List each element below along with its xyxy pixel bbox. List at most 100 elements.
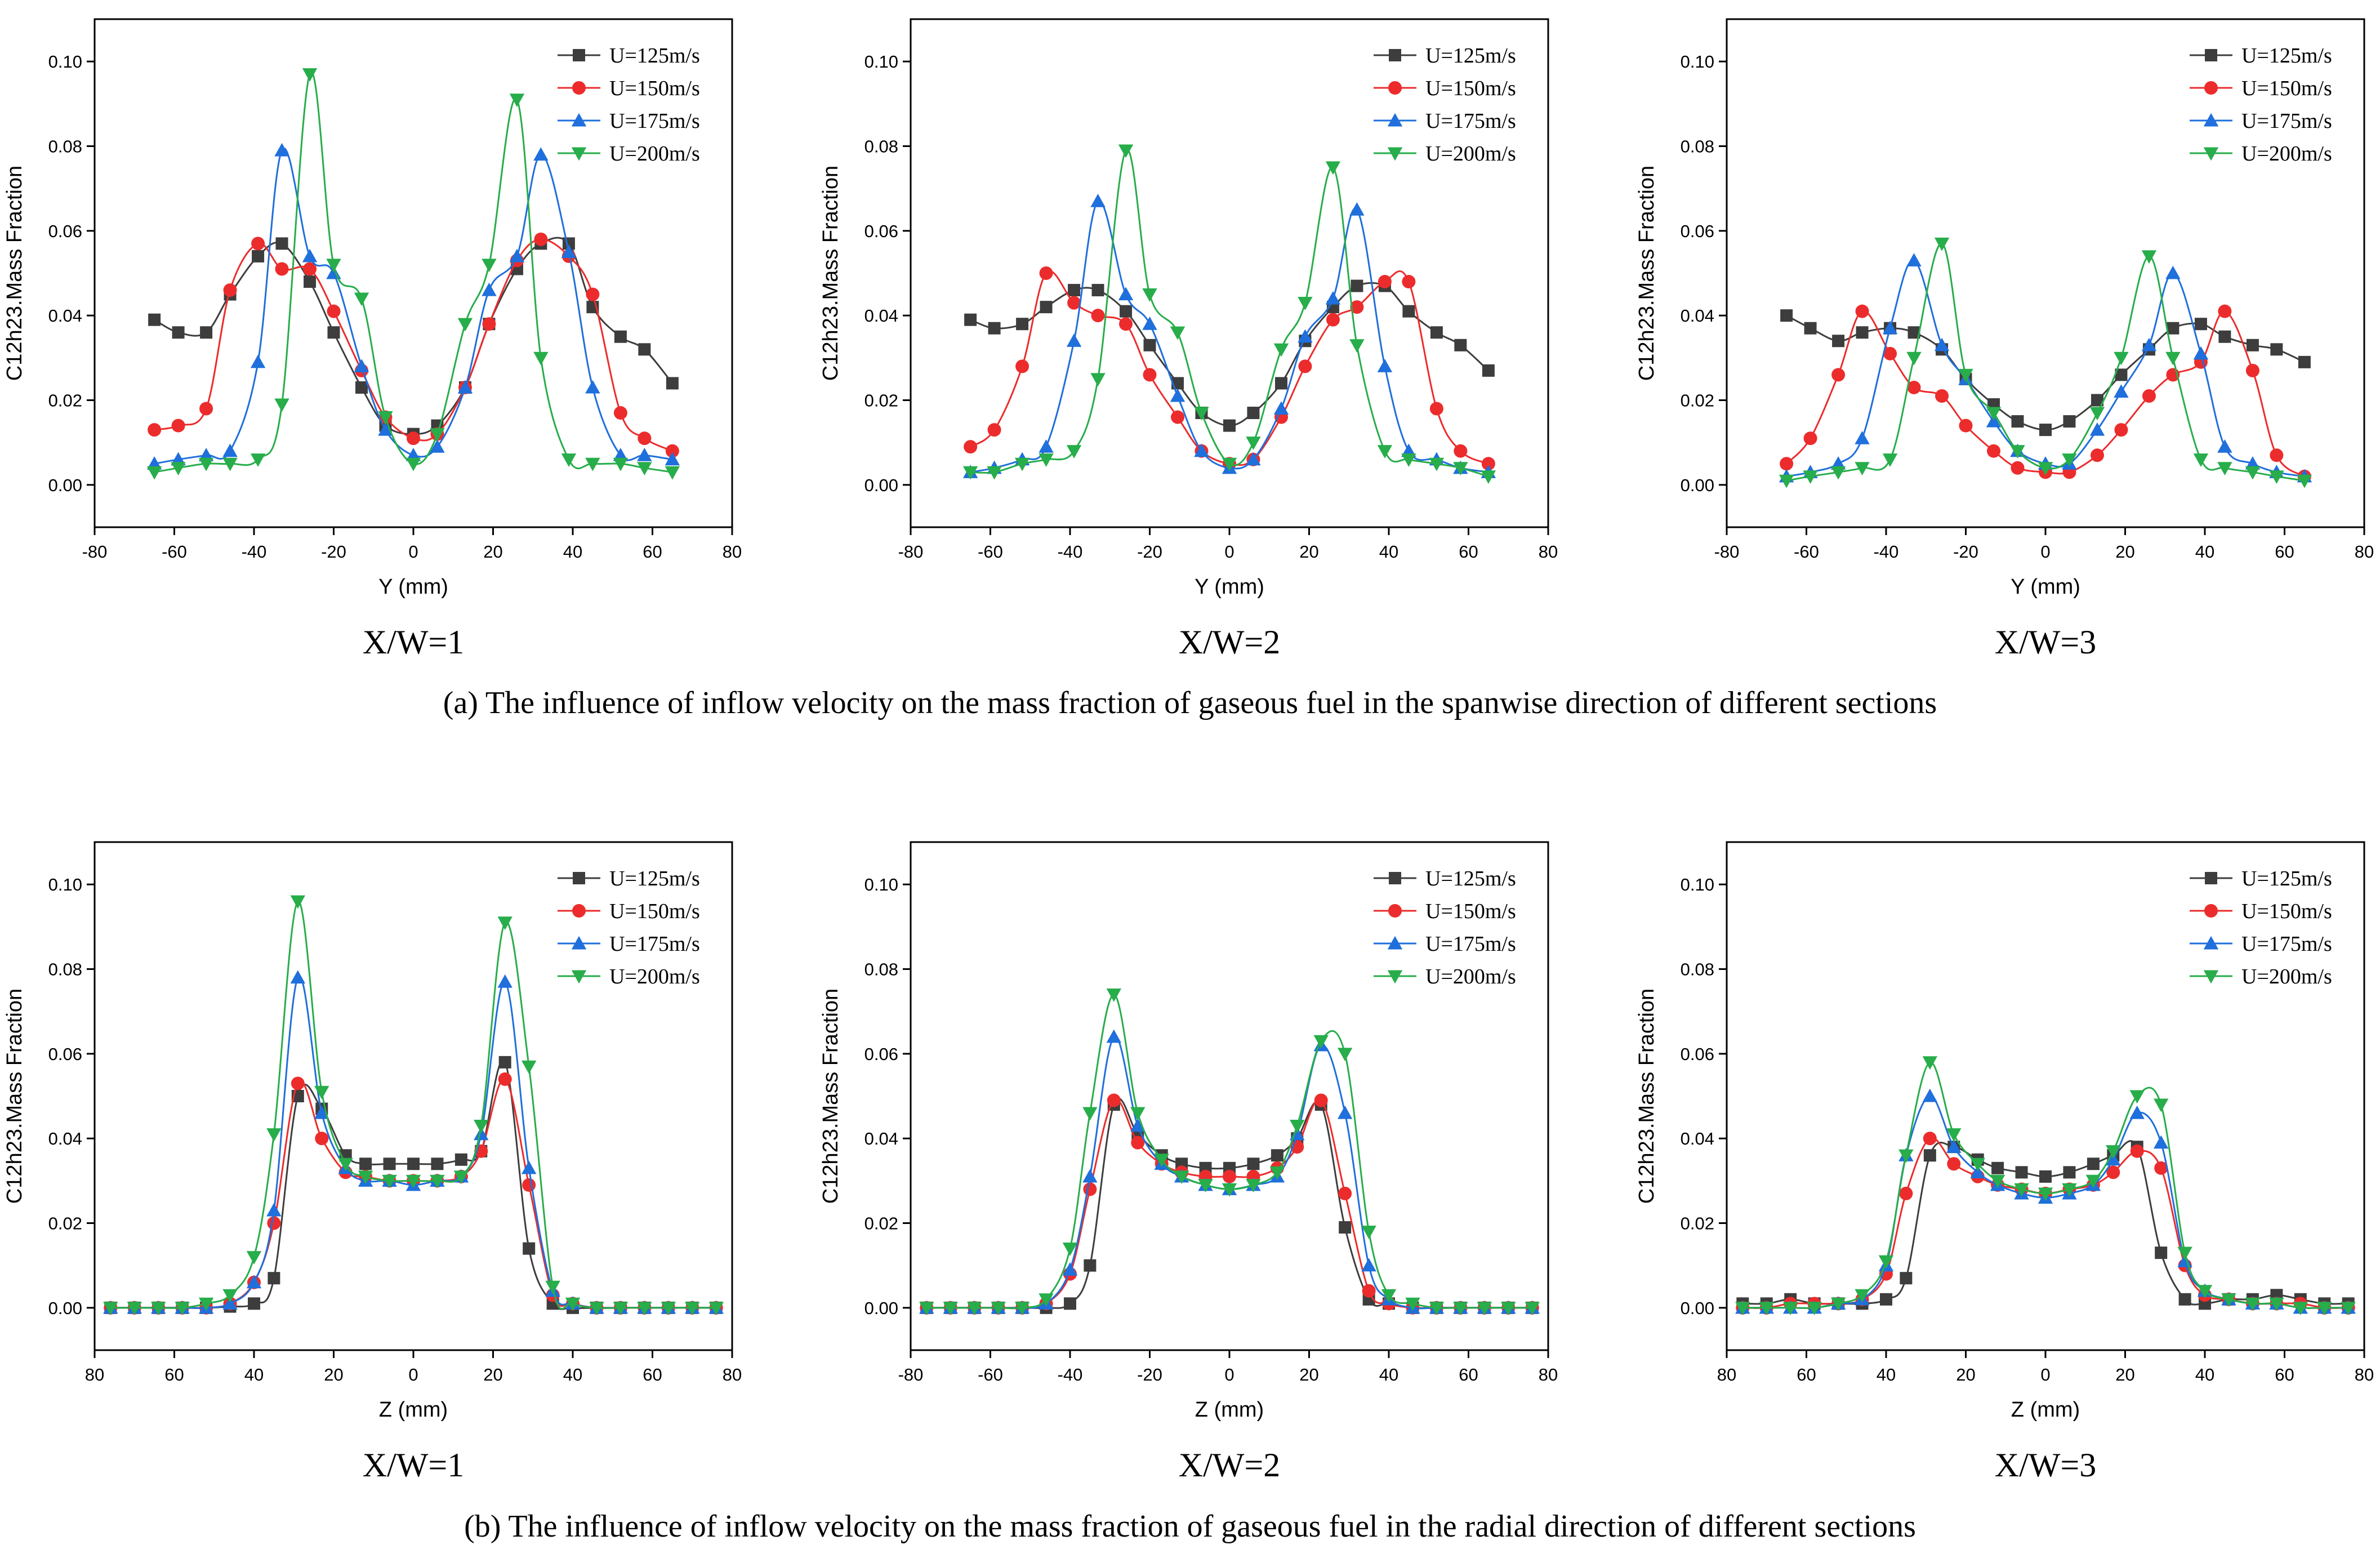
chart-a1-legend-marker [571,113,587,127]
row-a-caption: (a) The influence of inflow velocity on … [443,685,1937,720]
chart-b2-series-4-point [1501,1302,1516,1316]
chart-a1-legend-marker [572,81,586,95]
chart-b1-series-4-point [338,1158,353,1172]
chart-a2-series-1-point [1454,339,1467,351]
chart-a1-series-4-point [171,462,186,475]
chart-a3-series-4-point [2217,462,2232,475]
chart-a1-series-3-point [637,448,652,461]
chart-b1-series-4-point [685,1302,700,1316]
chart-a3-series-4 [1779,237,2312,488]
chart-b1-series-2-point [522,1178,536,1192]
chart-a1-series-2-point [638,431,652,446]
chart-a1-series-4-point [274,398,289,412]
chart-a2-series-4-point [1325,161,1341,175]
chart-b3-series-4-point [1830,1297,1846,1311]
chart-b2-series-4-point [1039,1293,1054,1307]
chart-b1-y-tick-label: 0.00 [48,1298,82,1318]
chart-b3-series-1-point [2039,1170,2052,1183]
chart-a1-x-axis-title: Y (mm) [378,575,448,599]
chart-a2-y-tick-label: 0.10 [864,52,898,72]
chart-b3-series-1-point [2087,1158,2100,1170]
chart-b3-series-2-point [2106,1165,2120,1179]
chart-a1-series-1-point [638,343,651,356]
chart-a1-y-axis-title: C12h23.Mass Fraction [3,166,26,381]
chart-b2-x-tick-label: 40 [1379,1365,1398,1385]
chart-a1-series-2-point [327,304,341,318]
chart-b2-x-tick-label: 60 [1459,1365,1478,1385]
chart-a3-x-tick-label: 0 [2040,542,2050,562]
chart-a2-series-2 [964,266,1495,471]
chart-a2-series-4-point [1222,457,1237,471]
chart-a2-x-tick-label: -40 [1058,542,1083,562]
chart-a1-series-2-point [665,444,679,458]
chart-a3-legend-label: U=125m/s [2241,44,2332,68]
chart-a3-legend-marker [2205,49,2217,61]
chart-b1-series-4-point [314,1085,329,1099]
chart-a3-series-3-point [2141,337,2157,351]
chart-b3-series-4-point [2129,1090,2145,1104]
chart-a1-series-2-point [171,419,185,433]
chart-b2-series-4-point [1269,1166,1285,1180]
chart-a2-series-2-point [1119,317,1133,331]
chart-b3-series-3-point [2129,1105,2145,1119]
chart-b2-series-1-line [926,1097,1532,1309]
chart-b3-panel-label: X/W=3 [1995,1446,2096,1484]
chart-b1-y-tick-label: 0.04 [48,1129,82,1148]
chart-b1-legend-marker [572,904,586,918]
chart-b2-series-4-point [1477,1302,1492,1316]
chart-a1-y-tick-label: 0.00 [48,475,82,495]
chart-a3-series-2-point [1883,346,1897,360]
chart-a1-series-1-point [148,313,161,326]
chart-a2-series-1-point [1040,301,1053,314]
chart-a2-series-2-point [1015,359,1029,373]
chart-a3-series-1-point [1832,335,1845,348]
chart-b1-series-4 [103,895,724,1316]
row-b-caption: (b) The influence of inflow velocity on … [464,1509,1916,1544]
chart-a1-series-2-line [154,238,673,452]
chart-b2-series-1 [920,1097,1539,1314]
chart-a1-y-tick-label: 0.08 [48,137,82,157]
chart-b2-series-3-point [1337,1105,1353,1119]
chart-a1-series-4-point [457,318,473,332]
chart-b2-series-4-point [919,1302,934,1316]
chart-a3-series-4-point [2010,445,2025,458]
chart-a2-legend-label: U=200m/s [1425,142,1516,166]
chart-b1-y-axis-title: C12h23.Mass Fraction [3,989,26,1204]
chart-a1-series-4-line [154,71,673,473]
chart-a1-y-tick-label: 0.10 [48,52,82,72]
chart-a1-x-tick-label: 80 [723,542,742,562]
chart-b3-series-2-point [2130,1144,2144,1158]
chart-a3-legend-label: U=200m/s [2241,142,2332,166]
chart-a2-series-3-point [1349,202,1365,216]
chart-a3-series-3-point [1986,413,2002,428]
chart-a2-legend-label: U=175m/s [1425,109,1516,133]
chart-b3-x-tick-label: 80 [1717,1365,1736,1385]
chart-a3-series-4-point [2297,474,2312,488]
chart-a3-x-tick-label: 20 [2115,542,2134,562]
chart-b1-series-4-point [637,1302,652,1316]
chart-a1-x-tick-label: 20 [483,542,502,562]
chart-b3-series-4-point [2245,1297,2261,1311]
chart-b3-x-tick-label: 40 [2195,1365,2214,1385]
chart-a1-legend-label: U=125m/s [609,44,700,68]
chart-a3-series-2-point [1987,444,2001,458]
chart-b3-y-axis-title: C12h23.Mass Fraction [1635,989,1659,1204]
chart-a2-series-1-point [1016,318,1029,331]
chart-a3-series-1-point [2218,330,2231,343]
chart-b1-series-3-point [222,1296,238,1310]
chart-a1-series-4-point [613,457,629,471]
chart-b2-series-4 [919,989,1540,1316]
chart-b2-series-2-point [1314,1093,1328,1107]
chart-a3-series-2 [1780,304,2311,483]
chart-a3-series-4-point [1830,466,1846,480]
chart-b2-series-2-point [1223,1169,1236,1183]
chart-b2-series-4-point [1106,989,1122,1002]
chart-a1-series-1-point [327,326,340,339]
chart-a3-series-3-point [1934,337,1950,351]
chart-b3-x-tick-label: 20 [2115,1365,2134,1385]
chart-b3-series-4-point [2177,1247,2192,1261]
chart-a3-y-tick-label: 0.04 [1681,306,1714,326]
chart-b1-series-1-point [383,1158,396,1170]
chart-a3-series-4-point [2269,470,2284,484]
chart-a3-series-2-point [1855,304,1869,318]
